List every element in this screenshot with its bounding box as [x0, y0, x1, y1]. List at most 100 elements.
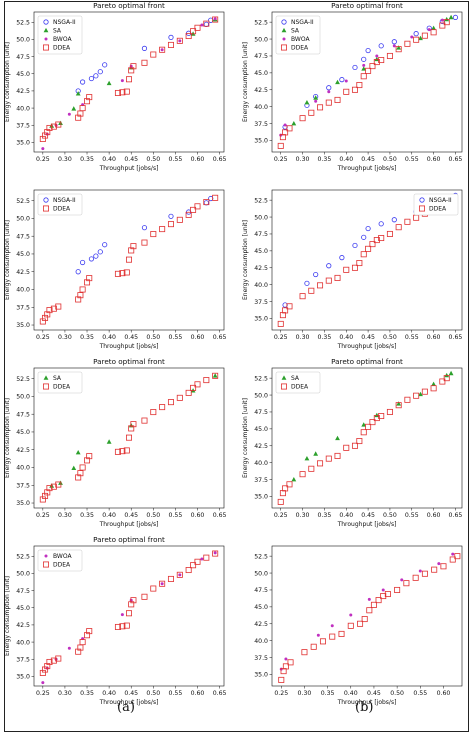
data-point: [454, 553, 461, 560]
data-point: [334, 452, 341, 459]
legend: BWOA DDEA: [37, 549, 83, 572]
data-point: [75, 449, 81, 455]
data-point: [356, 438, 363, 445]
y-tick-label: 37.5: [16, 482, 30, 489]
data-point: [317, 104, 324, 111]
data-point: [351, 264, 358, 271]
x-tick-label: 0.55: [405, 156, 419, 163]
series-ddea: [39, 550, 219, 676]
data-point: [159, 404, 166, 411]
x-tick-label: 0.60: [191, 334, 205, 341]
data-point: [200, 557, 204, 561]
data-point: [126, 434, 133, 441]
data-point: [67, 646, 71, 650]
legend-marker: [43, 205, 50, 212]
x-tick-label: 0.55: [405, 512, 419, 519]
data-point: [86, 275, 93, 282]
legend-marker: [43, 561, 50, 568]
data-point: [50, 305, 57, 312]
data-point: [212, 372, 219, 379]
data-point: [77, 292, 84, 299]
data-point: [308, 109, 315, 116]
y-tick-label: 50.0: [16, 571, 30, 578]
data-point: [120, 613, 124, 617]
series-ddea: [39, 16, 219, 142]
y-tick-label: 52.5: [254, 197, 268, 204]
data-point: [212, 16, 219, 23]
data-point: [380, 593, 387, 600]
y-tick-label: 37.5: [254, 655, 268, 662]
data-point: [334, 96, 341, 103]
x-tick-label: 0.65: [213, 512, 227, 519]
data-point: [395, 46, 402, 53]
data-point: [86, 453, 93, 460]
data-point: [301, 649, 308, 656]
y-tick-label: 45.0: [16, 71, 30, 78]
legend-label: NSGA-II: [53, 19, 76, 26]
data-point: [421, 570, 428, 577]
data-point: [203, 199, 210, 206]
x-tick-label: 0.40: [102, 156, 116, 163]
data-point: [444, 16, 450, 22]
x-tick-label: 0.45: [124, 156, 138, 163]
chart-panel-a4: Pareto optimal front 0.25 0.30 0.35 0.40 0.45…: [4, 535, 227, 706]
data-point: [176, 37, 183, 44]
chart-title: Pareto optimal front: [93, 357, 165, 366]
y-tick-label: 35.0: [254, 138, 268, 145]
data-point: [141, 417, 148, 424]
legend-marker: [43, 197, 49, 203]
data-point: [439, 22, 446, 29]
data-point: [394, 586, 401, 593]
chart-panel-b3: Pareto optimal front 0.25 0.30 0.35 0.40 0.45…: [242, 357, 462, 528]
data-point: [277, 142, 284, 149]
y-tick-label: 40.0: [16, 465, 30, 472]
data-point: [299, 471, 306, 478]
data-point: [413, 392, 420, 399]
data-point: [404, 396, 411, 403]
y-tick-label: 45.0: [254, 426, 268, 433]
data-point: [150, 585, 157, 592]
data-point: [374, 56, 380, 62]
x-axis-label: Throughput [jobs/s]: [337, 521, 397, 528]
data-point: [120, 79, 124, 83]
data-point: [97, 249, 103, 255]
x-tick-label: 0.40: [102, 512, 116, 519]
chart-panel-a2: 0.25 0.30 0.35 0.40 0.45 0.50 0.55 0.60 0.65 35.0…: [4, 189, 227, 350]
series-ddea: [277, 19, 450, 149]
data-point: [339, 255, 345, 261]
legend-marker: [44, 37, 48, 41]
legend-label: DDEA: [53, 562, 71, 569]
data-point: [352, 242, 358, 249]
data-point: [67, 112, 71, 116]
data-point: [79, 464, 86, 471]
legend: SA DDEA: [275, 371, 321, 394]
data-point: [55, 303, 62, 310]
y-tick-label: 40.0: [254, 638, 268, 645]
x-axis-label: Throughput [jobs/s]: [99, 343, 159, 350]
data-point: [46, 485, 53, 492]
x-tick-label: 0.45: [361, 156, 375, 163]
data-point: [365, 225, 371, 232]
x-tick-label: 0.30: [58, 512, 72, 519]
legend-label: NSGA-II: [429, 197, 452, 204]
series-sa: [291, 14, 454, 126]
data-point: [313, 271, 319, 278]
y-tick-label: 47.5: [254, 53, 268, 60]
data-point: [299, 293, 306, 300]
y-tick-label: 47.5: [254, 231, 268, 238]
data-point: [304, 100, 310, 105]
x-tick-label: 0.40: [102, 334, 116, 341]
x-tick-label: 0.35: [318, 512, 332, 519]
legend-marker: [281, 19, 287, 25]
legend-label: DDEA: [291, 384, 309, 391]
x-tick-label: 0.30: [58, 156, 72, 163]
data-point: [176, 394, 183, 401]
plot-area: [33, 367, 225, 509]
data-point: [46, 658, 53, 665]
data-point: [369, 63, 376, 70]
data-point: [378, 221, 384, 227]
data-point: [367, 597, 371, 601]
data-point: [88, 256, 95, 262]
x-tick-label: 0.55: [169, 334, 183, 341]
y-tick-label: 35.0: [254, 316, 268, 323]
